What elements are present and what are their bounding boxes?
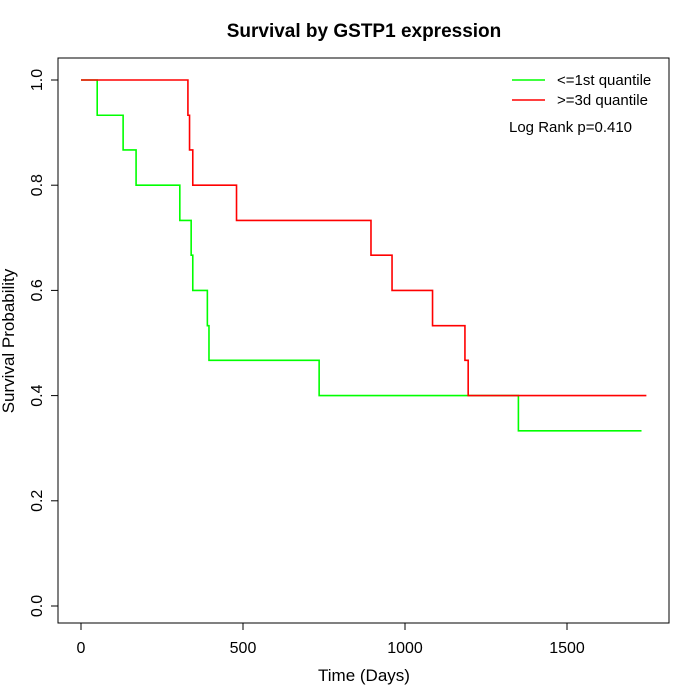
x-tick-label: 0 xyxy=(77,640,86,657)
y-tick-label: 1.0 xyxy=(29,69,46,91)
x-tick-label: 500 xyxy=(230,640,257,657)
y-tick-label: 0.8 xyxy=(29,174,46,196)
y-tick-label: 0.4 xyxy=(29,384,46,406)
y-tick-label: 0.2 xyxy=(29,490,46,512)
y-axis-label: Survival Probability xyxy=(0,268,18,413)
x-axis: 0 500 1000 1500 xyxy=(77,622,585,657)
plot-frame xyxy=(57,57,670,624)
legend: <=1st quantile >=3d quantile xyxy=(512,72,651,109)
legend-label-1: >=3d quantile xyxy=(557,92,648,109)
x-axis-label: Time (Days) xyxy=(318,666,410,685)
x-tick-label: 1500 xyxy=(549,640,585,657)
series-line-1 xyxy=(81,79,647,397)
chart-title: Survival by GSTP1 expression xyxy=(227,21,502,42)
series-layer xyxy=(81,79,647,432)
series-line-0 xyxy=(81,79,642,432)
y-tick-label: 0.6 xyxy=(29,279,46,301)
y-axis: 0.0 0.2 0.4 0.6 0.8 1.0 xyxy=(29,69,59,617)
x-tick-label: 1000 xyxy=(387,640,423,657)
log-rank-annotation: Log Rank p=0.410 xyxy=(509,119,632,136)
y-tick-label: 0.0 xyxy=(29,595,46,617)
legend-label-0: <=1st quantile xyxy=(557,72,651,89)
